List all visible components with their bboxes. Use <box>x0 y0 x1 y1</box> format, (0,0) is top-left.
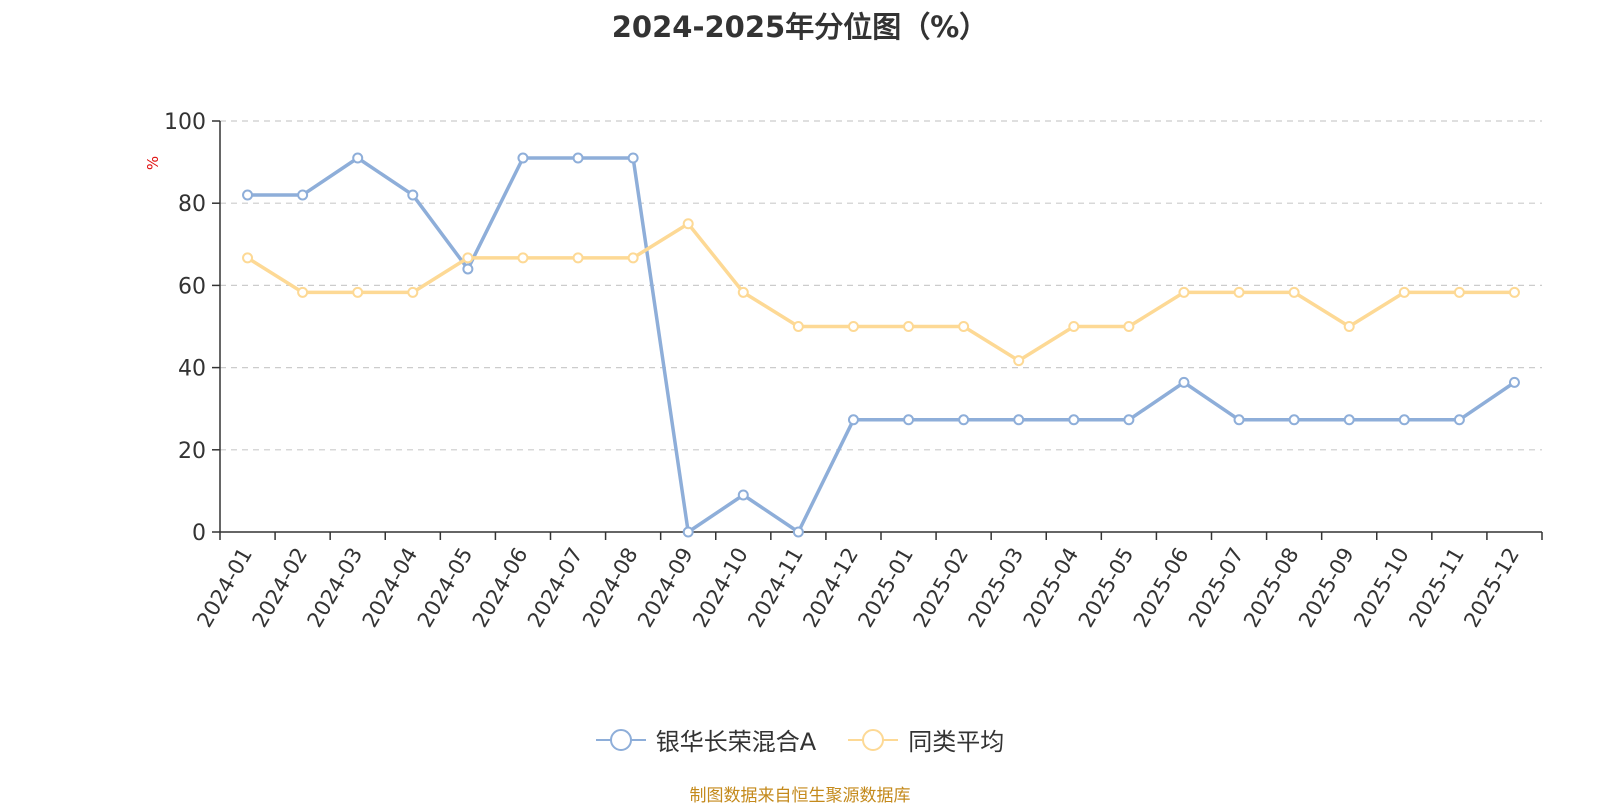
series-2-point[interactable] <box>572 252 584 264</box>
series-2-point[interactable] <box>1233 286 1245 298</box>
series-1-point[interactable] <box>1013 414 1025 426</box>
series-2-point[interactable] <box>627 252 639 264</box>
series-1-point[interactable] <box>1178 376 1190 388</box>
series-1-point[interactable] <box>297 189 309 201</box>
series-layer <box>242 152 1520 538</box>
series-2-point[interactable] <box>242 252 254 264</box>
series-2-point[interactable] <box>1343 321 1355 332</box>
series-2-point[interactable] <box>903 321 915 332</box>
series-1-point[interactable] <box>958 414 970 426</box>
legend-item-series-2[interactable]: 同类平均 <box>848 722 1004 757</box>
series-2-point[interactable] <box>1398 286 1410 298</box>
series-2-point[interactable] <box>847 321 859 332</box>
series-1-point[interactable] <box>903 414 915 426</box>
series-2-point[interactable] <box>1178 286 1190 298</box>
series-1-point[interactable] <box>1068 414 1080 426</box>
chart-title: 2024-2025年分位图（%） <box>611 10 989 44</box>
series-1-point[interactable] <box>847 414 859 426</box>
series-2-point[interactable] <box>1288 286 1300 298</box>
series-1-point[interactable] <box>1453 414 1465 426</box>
legend: 银华长荣混合A 同类平均 <box>0 722 1600 757</box>
y-tick-label: 100 <box>164 110 206 135</box>
series-1-point[interactable] <box>737 489 749 501</box>
series-1-point[interactable] <box>407 189 419 201</box>
series-1-point[interactable] <box>1508 376 1520 388</box>
axes: 0204060801002024-012024-022024-032024-04… <box>164 110 1543 632</box>
series-1-point[interactable] <box>572 152 584 164</box>
legend-label-series-1: 银华长荣混合A <box>655 728 817 756</box>
series-2-point[interactable] <box>1123 321 1135 332</box>
series-1-point[interactable] <box>1233 414 1245 426</box>
series-2-point[interactable] <box>737 286 749 298</box>
series-1-point[interactable] <box>1343 414 1355 426</box>
y-tick-label: 20 <box>178 439 206 464</box>
series-1-point[interactable] <box>242 189 254 201</box>
legend-item-series-1[interactable]: 银华长荣混合A <box>595 722 817 757</box>
y-tick-label: 40 <box>178 357 206 382</box>
series-1-point[interactable] <box>792 526 804 538</box>
series-2-point[interactable] <box>792 321 804 332</box>
series-2-point[interactable] <box>462 252 474 264</box>
series-1-point[interactable] <box>352 152 364 164</box>
y-tick-label: 0 <box>192 521 206 546</box>
source-note: 制图数据来自恒生聚源数据库 <box>689 786 911 806</box>
series-1-point[interactable] <box>627 152 639 164</box>
series-1-point[interactable] <box>517 152 529 164</box>
legend-label-series-2: 同类平均 <box>908 728 1005 756</box>
grid-lines <box>220 120 1542 451</box>
series-1-point[interactable] <box>1123 414 1135 426</box>
series-2-point[interactable] <box>682 218 694 230</box>
legend-marker-series-1 <box>595 728 646 751</box>
series-2-point[interactable] <box>297 286 309 298</box>
series-1-point[interactable] <box>682 526 694 538</box>
series-2-point[interactable] <box>958 321 970 332</box>
y-tick-label: 80 <box>178 192 206 217</box>
x-tick-label: 2025-12 <box>1459 544 1524 632</box>
series-2-point[interactable] <box>1508 286 1520 298</box>
series-1-point[interactable] <box>1288 414 1300 426</box>
series-2-point[interactable] <box>1453 286 1465 298</box>
legend-marker-series-2 <box>848 728 899 751</box>
series-2-point[interactable] <box>1068 321 1080 332</box>
series-2-point[interactable] <box>407 286 419 298</box>
y-axis-label: % <box>144 156 162 170</box>
series-1-point[interactable] <box>462 263 474 275</box>
series-line-1 <box>247 156 1516 534</box>
series-1-point[interactable] <box>1398 414 1410 426</box>
series-2-point[interactable] <box>352 286 364 298</box>
series-2-point[interactable] <box>517 252 529 264</box>
series-2-point[interactable] <box>1013 355 1025 367</box>
series-line-2 <box>246 222 1515 363</box>
y-tick-label: 60 <box>178 274 206 299</box>
